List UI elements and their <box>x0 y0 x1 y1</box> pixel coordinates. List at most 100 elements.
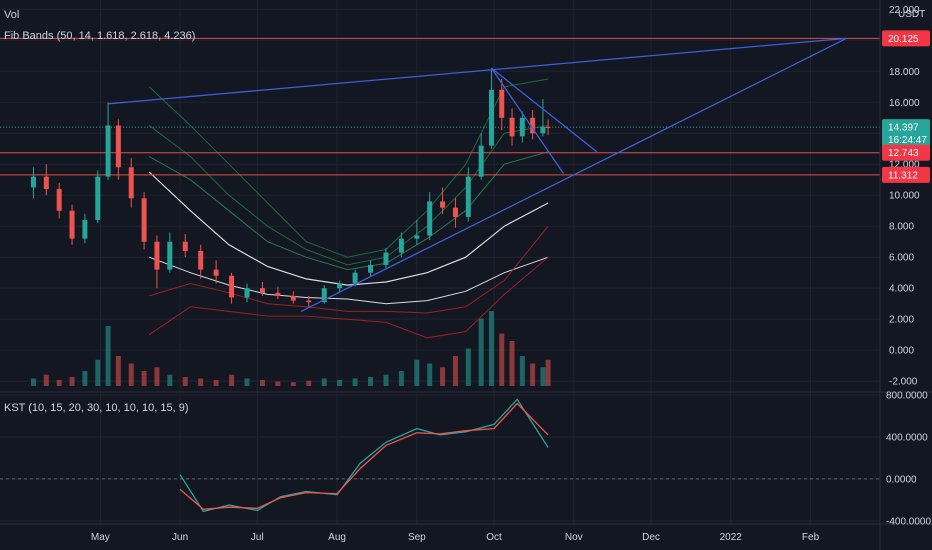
candle-body <box>82 220 88 239</box>
candle-body <box>128 167 134 199</box>
level-tag-text: 11.312 <box>888 170 918 181</box>
candle-body <box>154 241 160 270</box>
candle-body <box>95 176 101 221</box>
level-tag-text: 12.743 <box>888 148 919 159</box>
candle-body <box>229 275 235 298</box>
fib-band-lower-4236 <box>148 256 549 339</box>
candle-body <box>383 252 389 265</box>
price-tick-label: 10.000 <box>889 191 920 202</box>
volume-bar <box>321 378 327 386</box>
candle-body <box>290 295 296 301</box>
price-tick-label: 6.000 <box>889 253 914 264</box>
price-tag-bg <box>882 119 930 150</box>
price-tick-label: 12.000 <box>889 160 920 171</box>
volume-bar <box>229 374 235 386</box>
candle-body <box>368 264 374 273</box>
price-tick-label: 4.000 <box>889 284 914 295</box>
volume-bar <box>167 374 173 386</box>
volume-bar <box>182 377 188 386</box>
volume-bar <box>398 371 404 386</box>
kst-axis[interactable]: 800.0000 400.0000 0.0000 -400.0000 <box>886 391 931 528</box>
volume-bar <box>465 348 471 386</box>
volume-bar <box>545 359 551 386</box>
time-tick-label: Aug <box>328 532 346 543</box>
level-tag-bg <box>882 144 930 161</box>
volume-bar <box>82 371 88 386</box>
legend-vol[interactable]: Vol <box>4 9 19 21</box>
candle-body <box>69 210 75 239</box>
volume-bar <box>43 374 49 386</box>
volume-bar <box>290 382 296 386</box>
kst-tick-label: 400.0000 <box>886 433 928 444</box>
price-tick-label: 18.000 <box>889 67 920 78</box>
time-tick-label: Dec <box>642 532 660 543</box>
candle-body <box>499 89 505 118</box>
trendline-drawings[interactable] <box>108 37 847 313</box>
volume-bar <box>452 356 458 386</box>
volume-bar <box>141 371 147 386</box>
volume-bar <box>352 378 358 386</box>
volume-bar <box>306 380 312 386</box>
candle-body <box>398 238 404 253</box>
time-axis[interactable]: May Jun Jul Aug Sep Oct Nov Dec 2022 Feb <box>91 532 820 543</box>
time-tick-label: Feb <box>802 532 820 543</box>
candle-body <box>519 117 525 137</box>
time-tick-label: May <box>91 532 110 543</box>
level-tag-text: 20.125 <box>888 34 919 45</box>
candle-body <box>488 89 494 146</box>
volume-bar <box>499 333 505 386</box>
candle-body <box>56 189 62 211</box>
volume-bar <box>56 380 62 386</box>
volume-bar <box>105 326 111 386</box>
fib-band-upper-2618 <box>148 125 549 266</box>
volume-bars <box>30 311 551 386</box>
volume-bar <box>530 363 536 386</box>
candle-body <box>427 201 433 236</box>
kst-tick-label: 0.0000 <box>886 474 917 485</box>
candle-body <box>321 288 327 303</box>
price-tick-label: 2.000 <box>889 315 914 326</box>
volume-bar <box>69 377 75 386</box>
time-tick-label: 2022 <box>720 532 743 543</box>
candle-body <box>478 145 484 177</box>
candle-body <box>115 125 121 168</box>
volume-bar <box>337 380 343 386</box>
candle-body <box>43 176 49 190</box>
kst-indicator <box>179 398 549 513</box>
wedge-bottom <box>490 67 565 174</box>
candle-body <box>244 288 250 298</box>
candle-body <box>141 198 147 242</box>
kst-tick-label: 800.0000 <box>886 391 928 402</box>
candle-body <box>414 235 420 239</box>
candle-body <box>545 127 551 129</box>
candle-body <box>167 241 173 270</box>
horizontal-levels[interactable] <box>0 37 880 176</box>
kst-line <box>179 398 549 513</box>
candle-body <box>275 292 281 296</box>
volume-bar <box>213 380 219 386</box>
time-tick-label: Sep <box>408 532 426 543</box>
kst-signal-line <box>179 402 549 510</box>
candle-body <box>259 288 265 293</box>
candle-body <box>213 269 219 276</box>
currency-label: USDT <box>898 9 925 20</box>
volume-bar <box>198 378 204 386</box>
legend-kst[interactable]: KST (10, 15, 20, 30, 10, 10, 10, 15, 9) <box>4 402 188 414</box>
volume-bar <box>427 363 433 386</box>
legend-fib-bands[interactable]: Fib Bands (50, 14, 1.618, 2.618, 4.236) <box>4 30 195 42</box>
volume-bar <box>383 374 389 386</box>
candle-body <box>306 300 312 303</box>
price-tick-label: 16.000 <box>889 98 920 109</box>
volume-bar <box>368 377 374 386</box>
upper-trendline <box>108 37 847 105</box>
volume-bar <box>259 380 265 386</box>
volume-bar <box>244 378 250 386</box>
time-tick-label: Jun <box>172 532 188 543</box>
price-tick-label: 22.000 <box>889 5 920 16</box>
level-tag-bg <box>882 166 930 183</box>
price-tick-label: 0.000 <box>889 346 914 357</box>
grid <box>0 0 880 524</box>
volume-bar <box>275 381 281 386</box>
